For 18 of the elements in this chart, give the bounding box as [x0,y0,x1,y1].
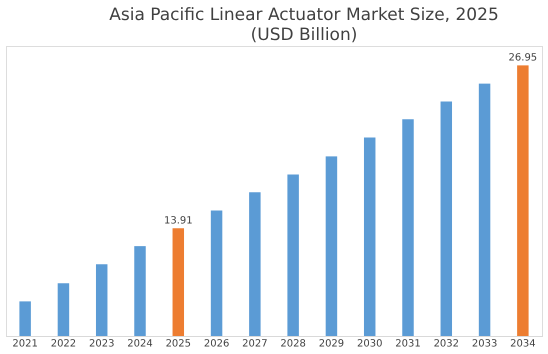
x-tick-label: 2030 [356,338,382,350]
x-tick-label: 2024 [127,338,153,350]
chart-title: Asia Pacific Linear Actuator Market Size, 2025 [109,5,499,25]
x-tick-label: 2028 [280,338,306,350]
x-tick-label: 2032 [434,338,460,350]
data-label: 13.91 [164,215,193,226]
x-tick-label: 2023 [88,338,114,350]
x-tick-label: 2029 [318,338,344,350]
x-tick-label: 2031 [395,338,421,350]
x-tick-label: 2026 [204,338,230,350]
chart-subtitle: (USD Billion) [250,25,358,45]
x-tick-label: 2033 [472,338,498,350]
x-tick-label: 2027 [242,338,268,350]
x-tick-label: 2025 [166,338,192,350]
x-tick-label: 2021 [12,338,38,350]
x-tick-label: 2034 [510,338,536,350]
data-label: 26.95 [508,52,538,64]
x-tick-label: 2022 [50,338,76,350]
